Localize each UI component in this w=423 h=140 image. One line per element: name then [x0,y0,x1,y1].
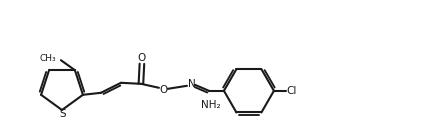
Text: NH₂: NH₂ [201,100,221,110]
Text: CH₃: CH₃ [39,54,56,63]
Text: O: O [138,53,146,63]
Text: S: S [60,109,66,119]
Text: Cl: Cl [287,86,297,96]
Text: O: O [160,85,168,95]
Text: N: N [188,79,196,89]
